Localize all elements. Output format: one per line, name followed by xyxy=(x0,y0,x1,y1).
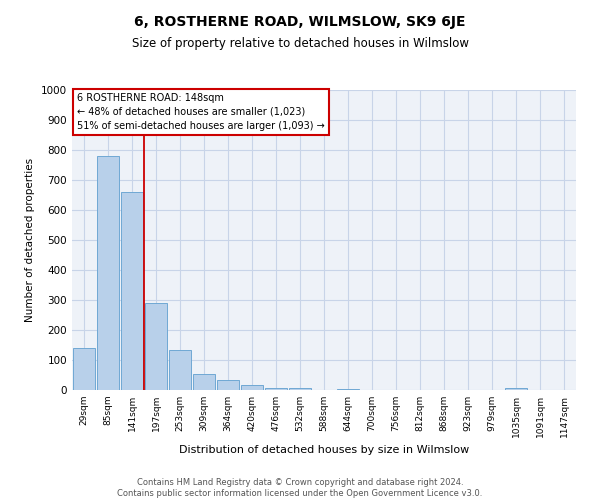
Text: Size of property relative to detached houses in Wilmslow: Size of property relative to detached ho… xyxy=(131,38,469,51)
Bar xyxy=(289,388,311,390)
Bar xyxy=(217,380,239,390)
Bar xyxy=(265,388,287,390)
Text: 6, ROSTHERNE ROAD, WILMSLOW, SK9 6JE: 6, ROSTHERNE ROAD, WILMSLOW, SK9 6JE xyxy=(134,15,466,29)
Bar xyxy=(97,156,119,390)
Bar xyxy=(241,384,263,390)
Text: 6 ROSTHERNE ROAD: 148sqm
← 48% of detached houses are smaller (1,023)
51% of sem: 6 ROSTHERNE ROAD: 148sqm ← 48% of detach… xyxy=(77,93,325,131)
X-axis label: Distribution of detached houses by size in Wilmslow: Distribution of detached houses by size … xyxy=(179,446,469,456)
Bar xyxy=(193,374,215,390)
Bar xyxy=(121,192,143,390)
Bar xyxy=(169,350,191,390)
Bar xyxy=(505,388,527,390)
Y-axis label: Number of detached properties: Number of detached properties xyxy=(25,158,35,322)
Bar xyxy=(337,388,359,390)
Bar xyxy=(145,303,167,390)
Bar xyxy=(73,348,95,390)
Text: Contains HM Land Registry data © Crown copyright and database right 2024.
Contai: Contains HM Land Registry data © Crown c… xyxy=(118,478,482,498)
